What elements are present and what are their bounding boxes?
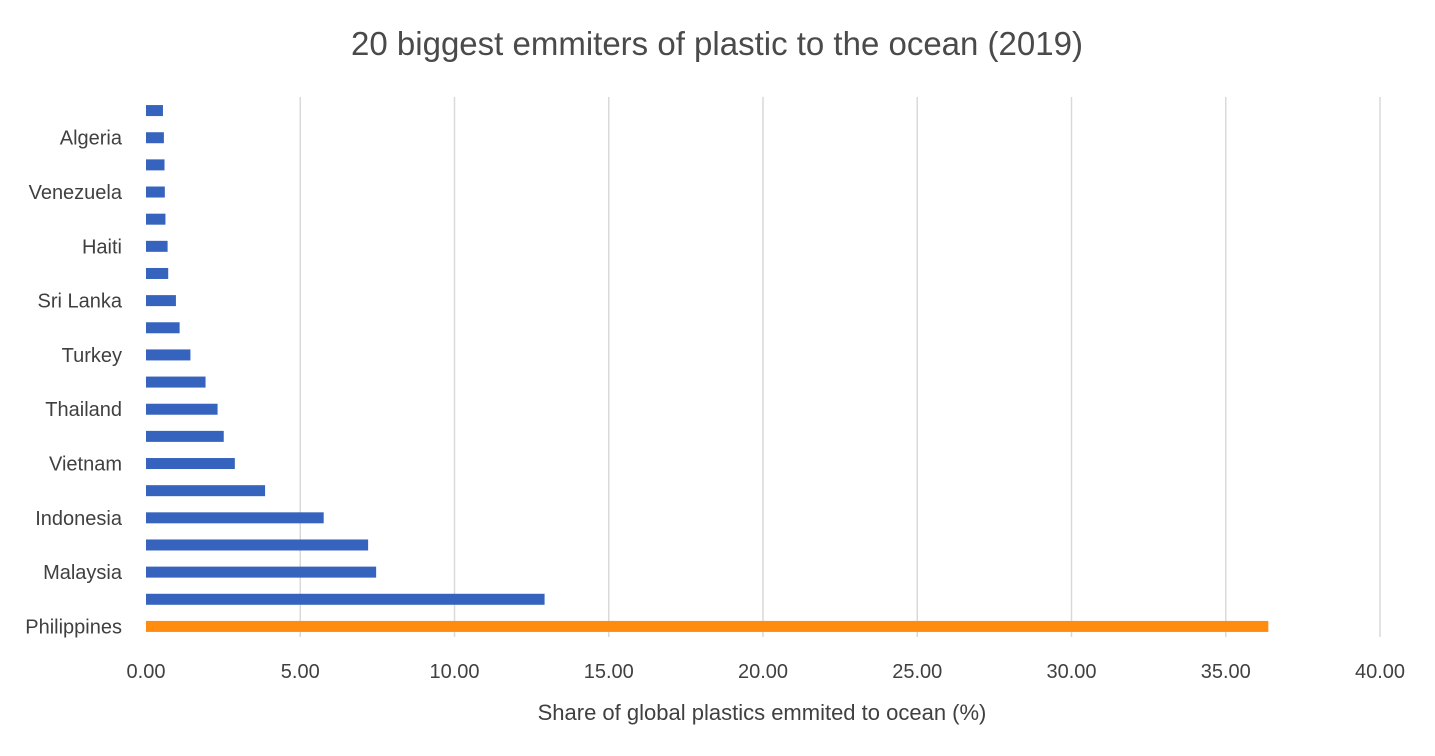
bar — [146, 240, 168, 252]
y-axis-labels: Philippines Malaysia Indonesia Vietnam Thail… — [25, 128, 123, 639]
x-tick-label: 0.00 — [127, 661, 166, 683]
x-tick-label: 15.00 — [584, 661, 634, 683]
bar — [146, 485, 266, 497]
bar — [146, 430, 224, 442]
bar — [146, 620, 1269, 632]
y-category-label: Turkey — [62, 345, 122, 367]
y-category-label: Haiti — [82, 236, 122, 258]
bars — [146, 105, 1269, 632]
x-tick-label: 10.00 — [429, 661, 479, 683]
y-category-label: Sri Lanka — [38, 291, 123, 313]
x-tick-label: 40.00 — [1355, 661, 1405, 683]
y-category-label: Vietnam — [49, 454, 122, 476]
bar — [146, 512, 324, 524]
x-axis-labels: 0.00 5.00 10.00 15.00 20.00 25.00 30.00 35.00 40… — [127, 661, 1406, 683]
bar — [146, 458, 235, 470]
bar — [146, 186, 165, 198]
bar — [146, 267, 169, 279]
chart-title: 20 biggest emmiters of plastic to the oc… — [351, 25, 1083, 62]
bar — [146, 322, 180, 334]
y-category-label: Thailand — [45, 399, 122, 421]
bar — [146, 105, 163, 117]
x-tick-label: 35.00 — [1201, 661, 1251, 683]
y-category-label: Algeria — [60, 128, 123, 150]
y-category-label: Malaysia — [43, 562, 123, 584]
bar — [146, 403, 218, 415]
x-tick-label: 30.00 — [1046, 661, 1096, 683]
y-category-label: Indonesia — [35, 508, 123, 530]
x-tick-label: 5.00 — [281, 661, 320, 683]
x-axis-title: Share of global plastics emmited to ocea… — [538, 700, 987, 725]
bar — [146, 593, 545, 605]
y-category-label: Venezuela — [29, 182, 123, 204]
bar — [146, 295, 176, 307]
bar — [146, 539, 369, 551]
x-tick-label: 20.00 — [738, 661, 788, 683]
bar — [146, 159, 165, 171]
x-tick-label: 25.00 — [892, 661, 942, 683]
bar — [146, 376, 206, 388]
y-category-label: Philippines — [25, 616, 122, 638]
bar — [146, 213, 166, 225]
bar — [146, 566, 377, 578]
bar — [146, 349, 191, 361]
gridlines — [299, 97, 1381, 637]
bar — [146, 132, 164, 144]
